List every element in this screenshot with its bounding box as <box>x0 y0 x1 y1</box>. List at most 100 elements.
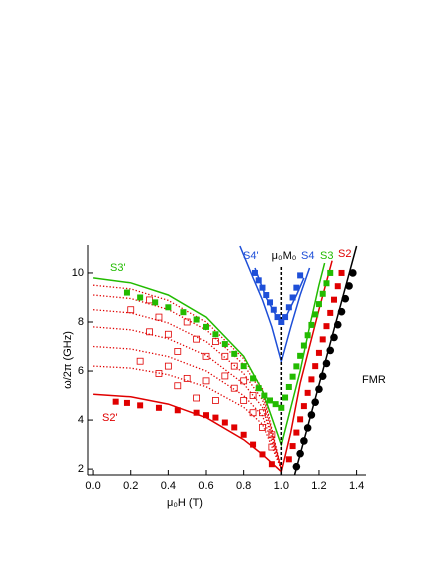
point <box>202 352 210 360</box>
point <box>240 377 248 385</box>
point <box>212 397 219 404</box>
y-tick-label: 2 <box>78 463 84 475</box>
point <box>240 363 247 370</box>
point <box>212 338 219 346</box>
point <box>221 352 229 360</box>
point <box>212 331 219 338</box>
annotation: S2 <box>338 248 351 260</box>
point <box>285 304 292 311</box>
point <box>308 376 315 383</box>
annotation: μ₀M₀ <box>272 250 297 262</box>
point <box>323 280 330 287</box>
curve <box>93 345 282 470</box>
point <box>230 384 238 392</box>
point <box>146 296 153 304</box>
point <box>282 314 289 321</box>
point <box>293 284 300 291</box>
y-tick-label: 8 <box>78 316 84 328</box>
point <box>304 389 311 396</box>
y-tick-label: 10 <box>72 267 84 279</box>
point <box>349 269 357 277</box>
point <box>259 424 266 431</box>
point <box>272 401 279 408</box>
point <box>322 359 331 368</box>
point <box>307 411 316 419</box>
point <box>231 350 238 357</box>
point <box>221 419 228 426</box>
y-axis-label: ω/2π (GHz) <box>62 331 74 389</box>
point <box>251 269 258 276</box>
point <box>203 412 210 419</box>
annotation: S4' <box>243 250 259 262</box>
point <box>155 404 162 411</box>
point <box>193 316 200 323</box>
point <box>203 323 210 330</box>
point <box>297 416 304 423</box>
point <box>333 320 342 329</box>
point <box>221 372 229 380</box>
point <box>337 307 346 316</box>
x-tick-label: 0.8 <box>236 480 251 492</box>
point <box>282 394 289 401</box>
point <box>165 304 172 311</box>
point <box>230 362 238 370</box>
point <box>202 377 210 385</box>
point <box>327 309 334 316</box>
point <box>300 403 307 410</box>
annotation: S4 <box>301 250 314 262</box>
point <box>304 332 311 339</box>
point <box>259 284 266 291</box>
point <box>193 335 201 343</box>
x-axis-label: μ₀H (T) <box>167 497 203 509</box>
point <box>174 348 182 355</box>
point <box>263 292 270 299</box>
point <box>331 296 338 303</box>
point <box>326 346 335 355</box>
x-tick-label: 1.4 <box>349 480 364 492</box>
y-tick-label: 4 <box>78 414 84 426</box>
point <box>327 269 334 276</box>
annotation: S3 <box>320 250 333 262</box>
y-tick-label: 6 <box>78 365 84 377</box>
x-tick-label: 0.6 <box>198 480 213 492</box>
point <box>136 357 144 365</box>
point <box>330 333 338 342</box>
point <box>259 451 266 458</box>
annotation: S2' <box>102 412 118 424</box>
point <box>268 431 276 439</box>
point <box>334 283 341 290</box>
point <box>319 336 326 343</box>
curve <box>93 262 326 448</box>
point <box>146 328 153 336</box>
point <box>259 409 266 417</box>
point <box>155 313 163 321</box>
annotation: FMR <box>362 374 386 386</box>
annotation: S3' <box>110 262 126 274</box>
point <box>127 306 135 314</box>
point <box>180 309 187 316</box>
curve <box>254 267 305 324</box>
point <box>274 314 281 321</box>
point <box>289 373 296 380</box>
point <box>152 299 159 306</box>
point <box>240 397 248 404</box>
point <box>250 375 257 382</box>
point <box>174 382 182 390</box>
point <box>278 404 285 411</box>
point <box>315 301 322 308</box>
point <box>297 272 304 279</box>
point <box>155 370 163 377</box>
point <box>300 342 307 349</box>
point <box>164 362 172 370</box>
point <box>278 318 285 325</box>
point <box>268 461 275 468</box>
x-tick-label: 0.0 <box>85 480 100 492</box>
point <box>311 398 319 406</box>
point <box>221 341 228 348</box>
point <box>341 294 350 303</box>
point <box>164 330 172 338</box>
point <box>193 394 201 402</box>
point <box>315 385 323 393</box>
